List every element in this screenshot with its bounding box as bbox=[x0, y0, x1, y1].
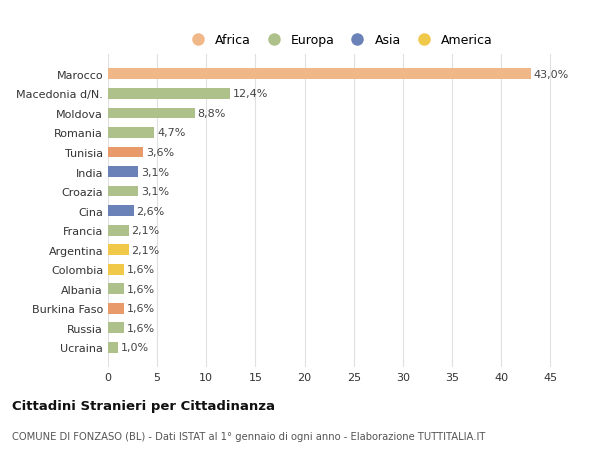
Text: 2,6%: 2,6% bbox=[137, 206, 165, 216]
Text: 4,7%: 4,7% bbox=[157, 128, 185, 138]
Text: 2,1%: 2,1% bbox=[131, 245, 160, 255]
Bar bbox=[108, 167, 139, 178]
Text: 1,6%: 1,6% bbox=[127, 304, 155, 313]
Text: 1,6%: 1,6% bbox=[127, 284, 155, 294]
Bar bbox=[108, 245, 128, 256]
Text: 3,6%: 3,6% bbox=[146, 148, 175, 157]
Bar bbox=[108, 186, 139, 197]
Text: 1,6%: 1,6% bbox=[127, 265, 155, 274]
Text: 43,0%: 43,0% bbox=[533, 70, 569, 79]
Text: 2,1%: 2,1% bbox=[131, 226, 160, 235]
Text: 1,0%: 1,0% bbox=[121, 343, 149, 353]
Text: 1,6%: 1,6% bbox=[127, 323, 155, 333]
Text: COMUNE DI FONZASO (BL) - Dati ISTAT al 1° gennaio di ogni anno - Elaborazione TU: COMUNE DI FONZASO (BL) - Dati ISTAT al 1… bbox=[12, 431, 485, 442]
Bar bbox=[108, 206, 134, 217]
Text: 12,4%: 12,4% bbox=[233, 89, 268, 99]
Bar bbox=[108, 108, 194, 119]
Bar bbox=[108, 342, 118, 353]
Bar bbox=[108, 128, 154, 139]
Bar bbox=[108, 284, 124, 295]
Bar bbox=[108, 147, 143, 158]
Bar bbox=[108, 264, 124, 275]
Text: 3,1%: 3,1% bbox=[142, 167, 170, 177]
Text: Cittadini Stranieri per Cittadinanza: Cittadini Stranieri per Cittadinanza bbox=[12, 399, 275, 412]
Bar bbox=[108, 303, 124, 314]
Bar bbox=[108, 225, 128, 236]
Bar bbox=[108, 69, 530, 80]
Text: 3,1%: 3,1% bbox=[142, 187, 170, 196]
Legend: Africa, Europa, Asia, America: Africa, Europa, Asia, America bbox=[181, 30, 497, 50]
Bar bbox=[108, 323, 124, 334]
Bar bbox=[108, 89, 230, 100]
Text: 8,8%: 8,8% bbox=[197, 109, 226, 118]
